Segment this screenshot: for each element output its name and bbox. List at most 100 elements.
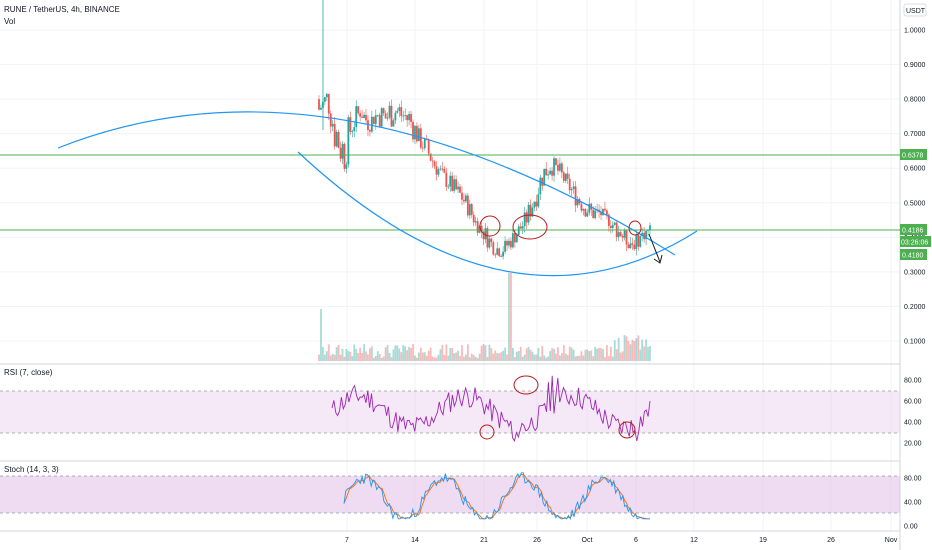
stoch-title: Stoch (14, 3, 3) <box>4 465 59 474</box>
stoch-k-line[interactable] <box>343 472 650 521</box>
countdown-badge-text: 03:26:06 <box>901 240 928 247</box>
rsi-annotation-ellipse-1[interactable] <box>479 424 495 440</box>
volume-bar <box>349 351 352 361</box>
volume-bar <box>633 341 636 361</box>
candle-body <box>417 128 420 142</box>
candle-body <box>331 123 334 127</box>
candle-body <box>649 225 651 230</box>
volume-bar <box>378 353 381 361</box>
candle-body <box>494 254 497 256</box>
candle-body <box>580 203 583 211</box>
volume-bar <box>621 351 624 361</box>
candle-body <box>480 225 483 232</box>
level-upper-badge <box>900 149 927 160</box>
candle-body <box>445 172 448 187</box>
volume-bar <box>615 349 618 361</box>
lower-arc-curve[interactable] <box>297 151 698 277</box>
volume-bar <box>560 353 563 361</box>
volume-bar <box>502 350 505 361</box>
candle-body <box>343 143 346 169</box>
volume-bar <box>523 354 526 361</box>
candle-body <box>453 179 456 191</box>
down-arrow-head <box>653 254 663 264</box>
candle-body <box>388 105 391 118</box>
candle-body <box>382 108 385 114</box>
candle-body <box>370 116 373 132</box>
volume-bar <box>582 355 585 361</box>
annotation-ellipse-3[interactable] <box>628 220 642 236</box>
candle-body <box>613 222 616 225</box>
candle-body <box>604 208 606 211</box>
volume-bar <box>592 356 595 361</box>
volume-bar <box>641 339 644 361</box>
rsi-annotation-ellipse-2[interactable] <box>513 375 539 395</box>
candle-body <box>523 212 526 227</box>
candle-body <box>339 147 342 159</box>
candle-body <box>533 201 536 208</box>
volume-bar <box>511 347 514 361</box>
stoch-band <box>0 476 900 513</box>
candle-body <box>416 125 418 142</box>
volume-bar <box>441 344 444 361</box>
volume-bar <box>388 352 391 361</box>
volume-bar <box>564 353 567 361</box>
volume-bar <box>327 344 330 361</box>
candle-body <box>435 166 438 175</box>
volume-bar <box>435 357 438 361</box>
rsi-annotation-ellipse-3[interactable] <box>618 421 636 439</box>
rsi-line[interactable] <box>331 375 651 443</box>
currency-button[interactable] <box>903 3 927 17</box>
candle-body <box>504 240 506 252</box>
rsi-tick-label: 20.00 <box>904 441 922 448</box>
candle-body <box>380 108 383 127</box>
volume-bar <box>380 357 383 361</box>
volume-bar <box>329 355 332 361</box>
candle-body <box>447 186 450 188</box>
volume-bar <box>472 354 475 361</box>
volume-bar <box>607 356 610 361</box>
candle-body <box>400 107 403 116</box>
volume-bar <box>408 347 410 361</box>
volume-bar <box>557 347 559 361</box>
candle-body <box>529 204 532 217</box>
candle-body <box>455 179 458 190</box>
volume-bar <box>537 347 540 361</box>
candle-body <box>602 208 604 216</box>
candle-body <box>365 114 367 121</box>
annotation-ellipse-2[interactable] <box>512 214 548 240</box>
price-axis-ticks: 1.00000.90000.80000.70000.60000.50000.40… <box>904 28 926 346</box>
candle-body <box>463 199 465 202</box>
candle-body <box>433 161 436 167</box>
volume-bar <box>400 352 403 361</box>
candle-body <box>478 225 481 233</box>
rsi-tick-label: 40.00 <box>904 420 922 427</box>
currency-label: USDT <box>906 8 926 15</box>
candle-body <box>553 158 555 176</box>
volume-bar <box>545 357 548 361</box>
volume-bar <box>543 355 546 361</box>
level-lower-badge <box>900 224 927 235</box>
annotation-ellipse-1[interactable] <box>479 215 501 237</box>
price-tick-label: 0.1000 <box>904 339 926 346</box>
candle-body <box>414 125 416 140</box>
volume-bar <box>517 351 520 361</box>
candle-body <box>406 115 409 121</box>
candle-body <box>484 228 487 240</box>
volume-bar <box>539 356 542 361</box>
volume-bar <box>566 355 569 361</box>
down-arrow-icon[interactable] <box>648 233 661 263</box>
candle-body <box>466 195 469 216</box>
upper-arc-curve[interactable] <box>57 111 676 256</box>
volume-bar <box>376 351 379 361</box>
volume-bar <box>572 349 575 361</box>
volume-bar <box>492 353 495 361</box>
volume-bar <box>490 348 493 361</box>
candle-body <box>508 240 510 246</box>
candle-body <box>337 131 340 148</box>
candle-body <box>621 235 624 238</box>
volume-bar <box>480 345 483 361</box>
time-tick-label: 26 <box>533 537 541 544</box>
volume-bar <box>365 351 367 361</box>
